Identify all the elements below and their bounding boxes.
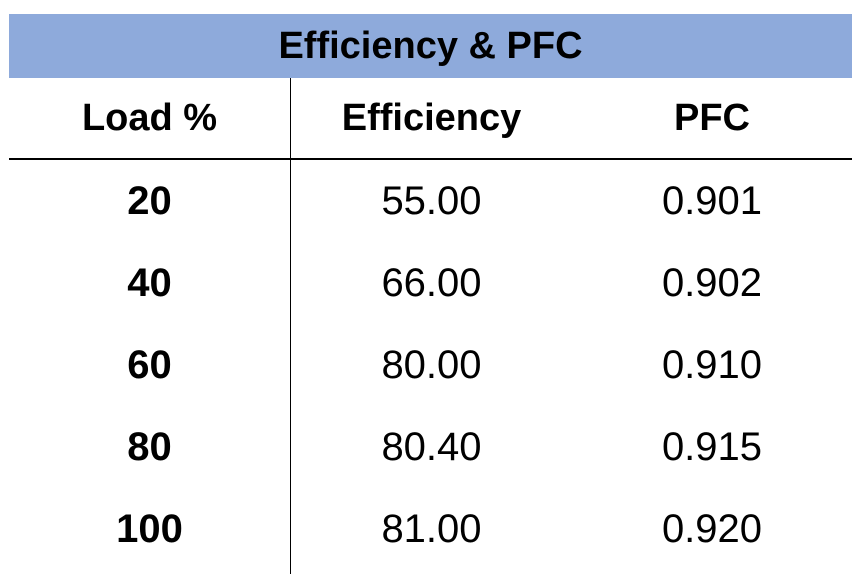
efficiency-pfc-table: Efficiency & PFC Load % Efficiency PFC 2… <box>9 14 852 574</box>
table-row: 60 80.00 0.910 <box>9 324 852 406</box>
load-cell: 40 <box>127 260 172 305</box>
efficiency-cell: 80.00 <box>381 342 482 387</box>
load-cell: 100 <box>116 506 183 551</box>
efficiency-cell: 55.00 <box>381 178 482 223</box>
table-title: Efficiency & PFC <box>9 14 852 78</box>
table-row: 80 80.40 0.915 <box>9 406 852 488</box>
column-header-pfc: PFC <box>674 96 750 139</box>
column-header-efficiency: Efficiency <box>341 96 522 139</box>
load-cell: 20 <box>127 178 172 223</box>
column-header-load: Load % <box>81 96 218 139</box>
pfc-cell: 0.902 <box>661 260 763 305</box>
table-header-row: Load % Efficiency PFC <box>9 78 852 160</box>
pfc-cell: 0.920 <box>661 506 763 551</box>
efficiency-cell: 80.40 <box>381 424 482 469</box>
table-body: 20 55.00 0.901 40 66.00 0.902 60 80.00 0… <box>9 160 852 574</box>
pfc-cell: 0.915 <box>661 424 763 469</box>
table-row: 100 81.00 0.920 <box>9 488 852 570</box>
pfc-cell: 0.910 <box>661 342 763 387</box>
load-cell: 80 <box>127 424 172 469</box>
table-row: 20 55.00 0.901 <box>9 160 852 242</box>
efficiency-cell: 81.00 <box>381 506 482 551</box>
table-row: 40 66.00 0.902 <box>9 242 852 324</box>
column-divider <box>290 78 291 574</box>
load-cell: 60 <box>127 342 172 387</box>
efficiency-cell: 66.00 <box>381 260 482 305</box>
pfc-cell: 0.901 <box>661 178 763 223</box>
